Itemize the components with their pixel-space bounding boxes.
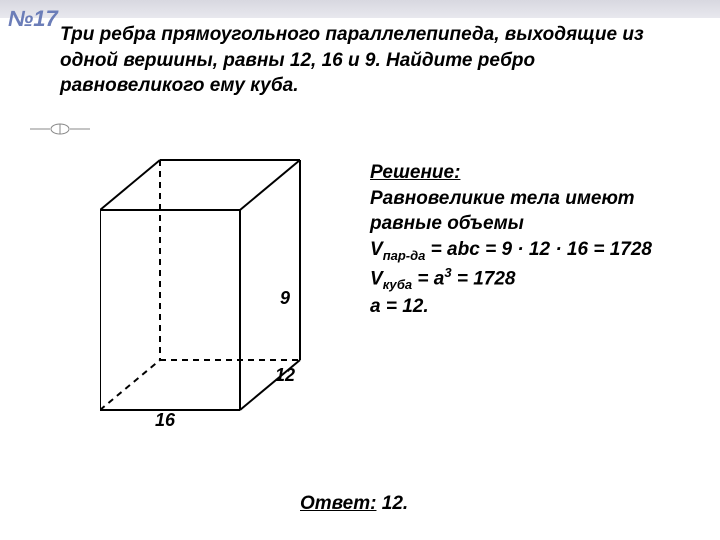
cuboid-diagram: 9 12 16 bbox=[100, 150, 320, 430]
problem-text: Три ребра прямоугольного параллелепипеда… bbox=[60, 22, 680, 99]
solution-block: Решение: Равновеликие тела имеют равные … bbox=[370, 160, 690, 320]
edge-label-a: 9 bbox=[280, 288, 290, 309]
edge-label-b: 12 bbox=[275, 365, 295, 386]
problem-number: №17 bbox=[8, 6, 58, 32]
header-bar bbox=[0, 0, 720, 18]
solution-heading: Решение: bbox=[370, 162, 460, 183]
solution-line1: Равновеликие тела имеют равные объемы bbox=[370, 186, 690, 237]
solution-line3: Vкуба = a3 = 1728 bbox=[370, 264, 690, 294]
page-break-icon bbox=[30, 122, 90, 136]
answer-block: Ответ: 12. bbox=[300, 493, 408, 515]
solution-line4: a = 12. bbox=[370, 294, 690, 320]
edge-label-c: 16 bbox=[155, 410, 175, 431]
answer-label: Ответ: bbox=[300, 493, 376, 514]
solution-line2: Vпар-да = abc = 9 · 12 · 16 = 1728 bbox=[370, 237, 690, 264]
answer-value: 12. bbox=[376, 493, 408, 514]
